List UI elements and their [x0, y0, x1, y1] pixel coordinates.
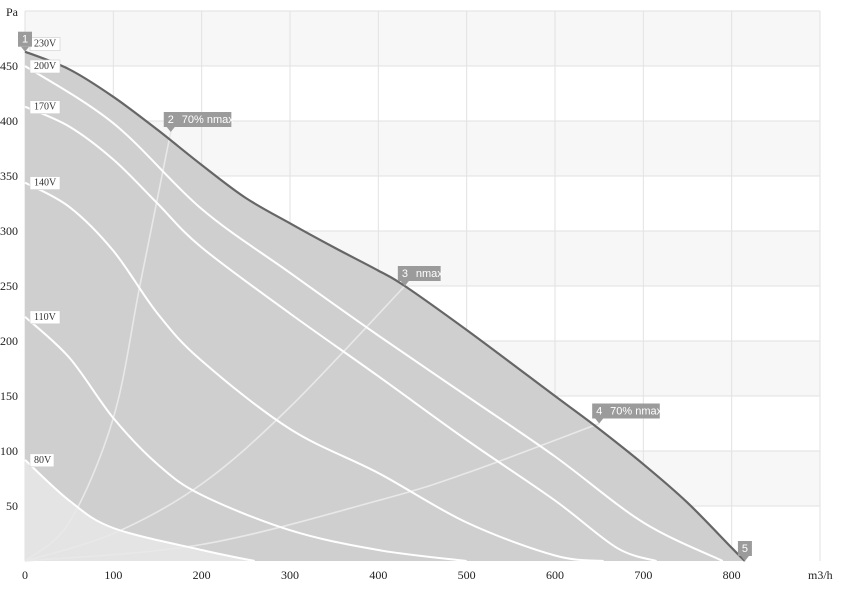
voltage-curves	[24, 65, 724, 562]
system-curves	[24, 131, 600, 562]
x-tick-label: 200	[193, 568, 211, 582]
voltage-curve-170V	[24, 105, 657, 562]
system-curve-4	[24, 422, 600, 562]
y-tick-label: 400	[0, 114, 18, 128]
plot-band	[25, 66, 820, 121]
y-tick-label: 300	[0, 224, 18, 238]
x-axis-unit: m3/h	[808, 568, 833, 582]
y-axis-unit: Pa	[6, 5, 19, 19]
operating-point-markers: 1 2 70% nmax 3 nmax 4 70% nmax 5	[18, 31, 752, 561]
voltage-curve-200V	[24, 65, 724, 562]
max-curve	[24, 50, 746, 562]
plot-band	[25, 11, 820, 66]
voltage-curve-80V	[24, 459, 255, 562]
x-axis-ticks: 0 100 200 300 400 500 600 700 800	[22, 568, 741, 582]
voltage-label-bg	[29, 100, 61, 114]
marker-text: nmax	[416, 268, 443, 280]
voltage-label: 80V	[34, 455, 52, 466]
marker-id: 4	[596, 406, 602, 418]
marker-text: 70% nmax	[610, 406, 662, 418]
y-tick-label: 50	[6, 499, 18, 513]
x-tick-label: 700	[634, 568, 652, 582]
voltage-label-bg	[29, 59, 61, 74]
x-tick-label: 400	[369, 568, 387, 582]
marker-id: 5	[742, 543, 748, 555]
marker-pointer	[595, 418, 604, 424]
voltage-label: 110V	[34, 312, 57, 323]
voltage-curve-230V	[24, 50, 746, 562]
marker-id: 1	[22, 34, 28, 46]
y-tick-label: 200	[0, 334, 18, 348]
marker-pointer	[400, 281, 409, 286]
marker-box	[163, 112, 232, 127]
y-axis-ticks: 50 100 150 200 250 300 350 400 450	[0, 59, 18, 513]
voltage-label: 140V	[34, 178, 57, 189]
x-tick-label: 600	[546, 568, 564, 582]
x-tick-label: 100	[104, 568, 122, 582]
voltage-label-bg	[29, 176, 61, 190]
marker-box	[397, 266, 441, 281]
y-tick-label: 250	[0, 279, 18, 293]
y-tick-label: 350	[0, 169, 18, 183]
voltage-label-bg	[29, 453, 55, 468]
marker-pointer	[740, 556, 749, 561]
x-tick-label: 500	[458, 568, 476, 582]
marker-text: 70% nmax	[182, 114, 234, 126]
x-tick-label: 800	[723, 568, 741, 582]
y-tick-label: 100	[0, 444, 18, 458]
marker-id: 3	[402, 268, 408, 280]
voltage-labels: 230V 200V 170V 140V 110V 80V	[29, 37, 61, 468]
low-voltage-fill	[25, 459, 255, 561]
marker-box	[737, 541, 752, 556]
y-tick-label: 450	[0, 59, 18, 73]
x-tick-label: 0	[22, 568, 28, 582]
voltage-label-bg	[29, 310, 61, 325]
marker-id: 2	[168, 114, 174, 126]
voltage-label: 170V	[34, 102, 57, 113]
marker-pointer	[21, 46, 29, 52]
marker-pointer	[166, 127, 175, 132]
voltage-label: 230V	[34, 39, 57, 50]
system-curve-2	[24, 131, 172, 562]
marker-box	[592, 403, 660, 419]
voltage-curve-110V	[24, 316, 467, 562]
y-tick-label: 150	[0, 389, 18, 403]
marker-box	[18, 31, 32, 47]
system-curve-3	[24, 285, 406, 562]
x-tick-label: 300	[281, 568, 299, 582]
voltage-label: 200V	[34, 61, 57, 72]
voltage-curve-140V	[24, 181, 604, 562]
